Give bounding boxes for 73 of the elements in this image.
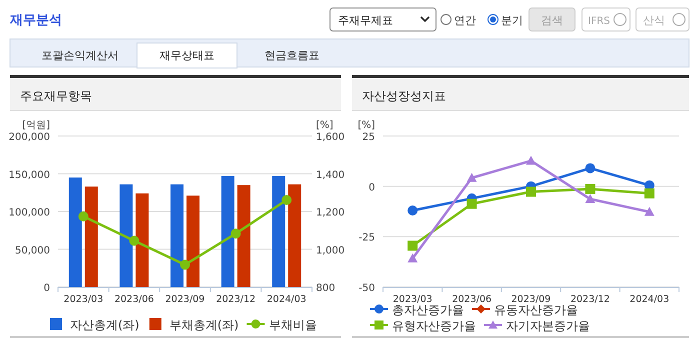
text: 재무분석 bbox=[9, 13, 62, 28]
bar bbox=[136, 193, 149, 287]
y2-tick-label: 800 bbox=[316, 283, 336, 294]
chart-title: 주요재무항목 bbox=[20, 89, 92, 103]
point bbox=[585, 184, 596, 194]
point bbox=[526, 186, 536, 197]
point bbox=[180, 260, 190, 270]
bar bbox=[84, 186, 98, 287]
y-tick-label: 50,000 bbox=[15, 245, 50, 256]
text: 주재무제표 bbox=[338, 14, 393, 27]
x-tick-label: 2023/03 bbox=[392, 294, 432, 305]
text: 산식 bbox=[643, 14, 665, 27]
legend-label: 부채총계(좌) bbox=[169, 318, 239, 332]
legend-label: 자기자본증가율 bbox=[506, 319, 590, 333]
bar bbox=[272, 176, 286, 287]
y-tick-label: 150,000 bbox=[8, 170, 50, 181]
text: 분기 bbox=[501, 14, 523, 27]
bar bbox=[68, 178, 82, 287]
x-tick-label: 2024/03 bbox=[630, 294, 670, 305]
legend-label: 부채비율 bbox=[268, 318, 317, 332]
point bbox=[408, 240, 418, 251]
bar bbox=[120, 184, 133, 287]
legend-label: 유동자산증가율 bbox=[494, 303, 578, 317]
point bbox=[78, 211, 88, 222]
y-axis-title: [%] bbox=[358, 120, 376, 131]
text: IFRS bbox=[588, 16, 610, 27]
bar bbox=[186, 196, 200, 287]
text: 현금흐름표 bbox=[264, 49, 320, 62]
x-tick-label: 2023/09 bbox=[165, 294, 205, 305]
legend-label: 총자산증가율 bbox=[392, 303, 464, 317]
y-tick-label: 200,000 bbox=[8, 132, 50, 143]
y-tick-label: 100,000 bbox=[8, 208, 50, 218]
text: 포괄손익계산서 bbox=[42, 49, 118, 62]
text: 연간 bbox=[454, 14, 476, 27]
x-tick-label: 2023/12 bbox=[216, 294, 256, 305]
point bbox=[526, 156, 536, 165]
bar bbox=[237, 185, 250, 287]
point bbox=[644, 206, 654, 216]
x-tick-label: 2023/09 bbox=[511, 294, 551, 305]
point bbox=[129, 236, 140, 246]
chart-title: 자산성장성지표 bbox=[362, 89, 446, 103]
y-tick-label: -25 bbox=[358, 232, 375, 244]
x-tick-label: 2023/12 bbox=[570, 294, 610, 305]
bar bbox=[221, 176, 234, 287]
legend-label: 자산총계(좌) bbox=[70, 318, 140, 332]
y2-axis-title: [%] bbox=[316, 120, 334, 131]
point bbox=[644, 188, 654, 198]
x-tick-label: 2024/03 bbox=[266, 294, 306, 305]
point bbox=[408, 205, 418, 216]
point bbox=[282, 194, 292, 205]
x-tick-label: 2023/03 bbox=[64, 294, 104, 305]
point bbox=[230, 228, 241, 239]
y2-tick-label: 1,600 bbox=[316, 132, 345, 143]
y-axis-title: [억원] bbox=[22, 120, 50, 131]
y2-tick-label: 1,200 bbox=[316, 208, 345, 218]
y-tick-label: 0 bbox=[368, 182, 375, 194]
point bbox=[466, 198, 477, 209]
bar bbox=[170, 184, 184, 287]
point bbox=[585, 194, 596, 204]
x-tick-label: 2023/06 bbox=[452, 294, 492, 305]
text: 검색 bbox=[541, 14, 563, 27]
y2-tick-label: 1,000 bbox=[316, 245, 345, 256]
y2-tick-label: 1,400 bbox=[316, 170, 345, 181]
x-tick-label: 2023/06 bbox=[114, 294, 154, 305]
bar bbox=[288, 184, 302, 287]
legend-label: 유형자산증가율 bbox=[392, 319, 476, 333]
point bbox=[585, 163, 596, 174]
point bbox=[466, 172, 477, 182]
text: 재무상태표 bbox=[160, 49, 214, 62]
y-tick-label: -50 bbox=[358, 283, 375, 294]
y-tick-label: 25 bbox=[362, 132, 375, 143]
y-tick-label: 0 bbox=[44, 283, 50, 294]
point bbox=[408, 253, 418, 262]
